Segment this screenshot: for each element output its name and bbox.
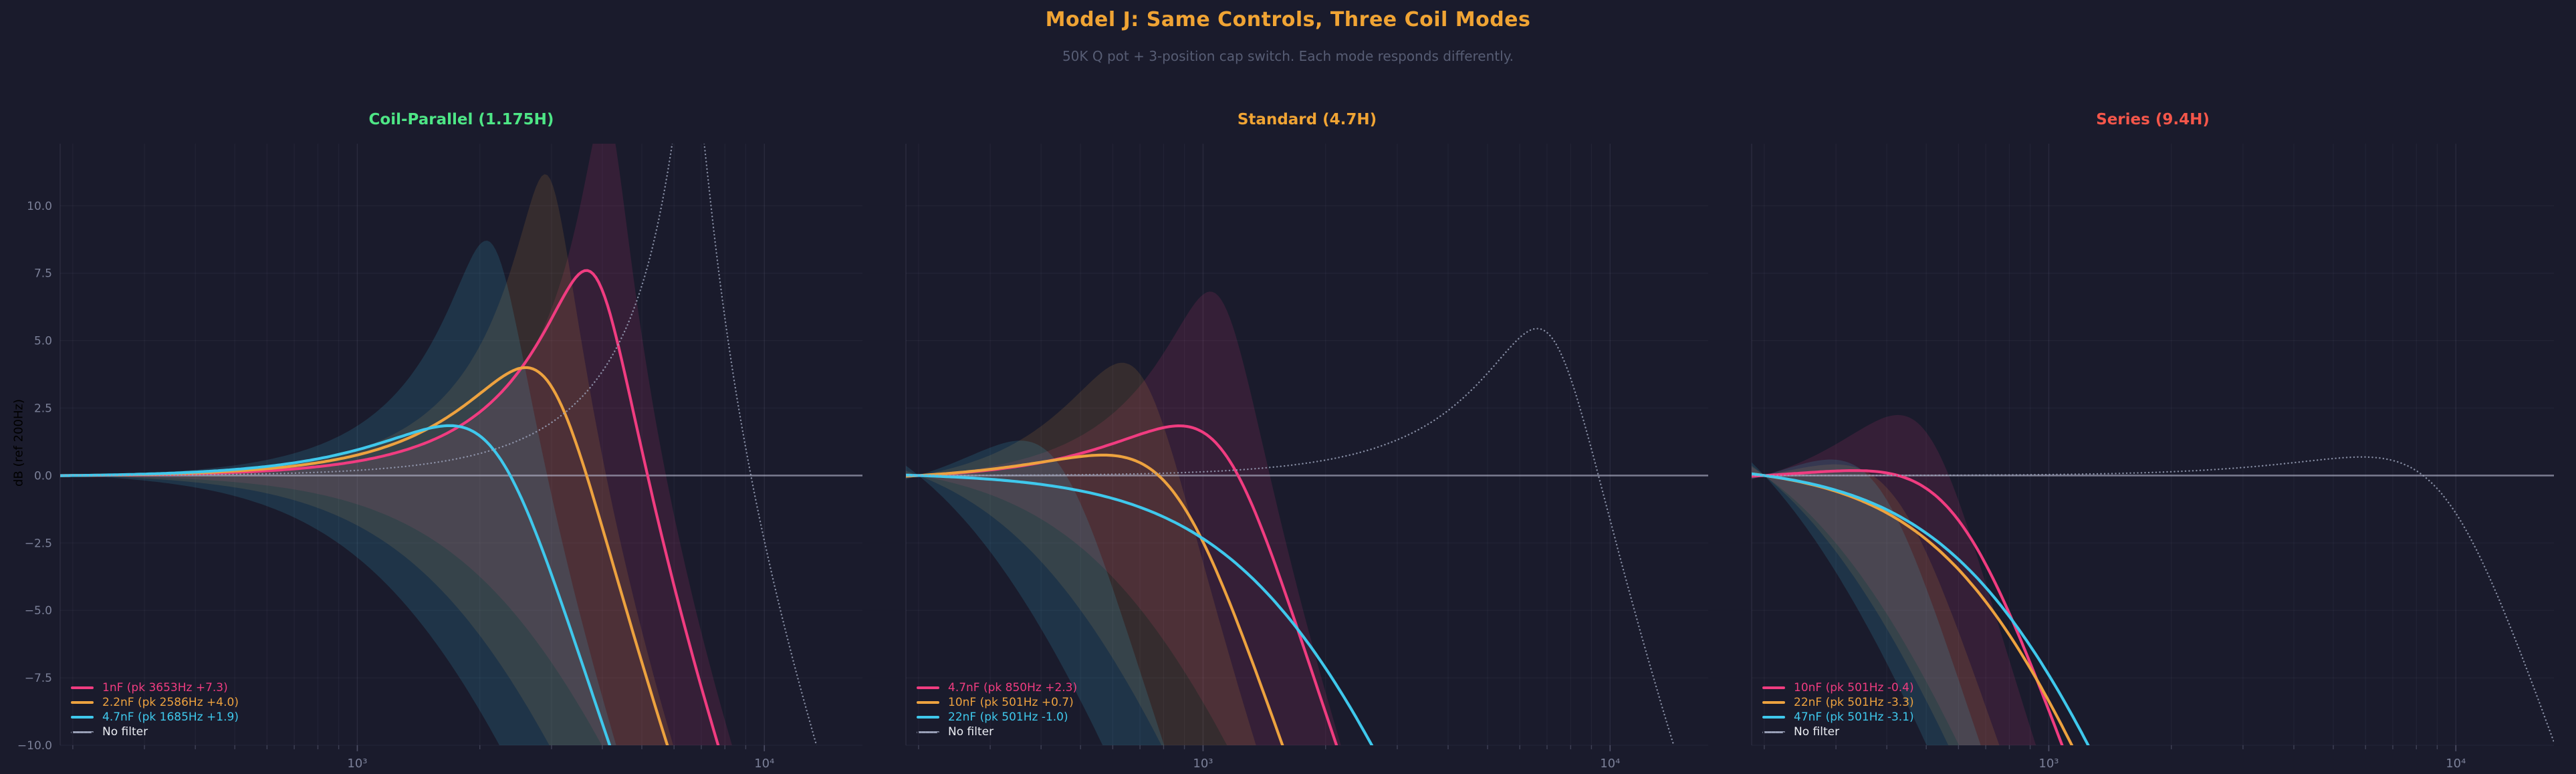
legend-label: 47nF (pk 501Hz -3.1)	[1794, 711, 1914, 724]
legend-item: 2.2nF (pk 2586Hz +4.0)	[71, 695, 239, 710]
y-tick-label: 5.0	[34, 335, 52, 348]
legend-label: 2.2nF (pk 2586Hz +4.0)	[102, 696, 239, 709]
legend-line-swatch	[71, 686, 94, 689]
legend-item: 22nF (pk 501Hz -3.3)	[1762, 695, 1914, 710]
y-tick-label: 7.5	[34, 267, 52, 281]
series-line	[906, 453, 1284, 745]
legend-line-swatch	[917, 716, 939, 719]
series-band	[60, 241, 616, 745]
legend-label: 10nF (pk 501Hz -0.4)	[1794, 681, 1914, 694]
legend-label: No filter	[1794, 725, 1840, 739]
x-tick-label: 10⁴	[2446, 757, 2466, 771]
panel-1: 10³ 10⁴	[905, 144, 1708, 771]
legend-line-swatch	[1762, 686, 1785, 689]
legend-item: 10nF (pk 501Hz -0.4)	[1762, 680, 1914, 695]
series-band	[1752, 459, 1981, 745]
series-band	[1752, 464, 2000, 745]
legend-line-swatch	[71, 716, 94, 719]
series-line	[1752, 472, 2074, 745]
legend-item: 4.7nF (pk 1685Hz +1.9)	[71, 710, 239, 725]
series-band	[906, 362, 1256, 745]
x-tick-label: 10³	[2038, 757, 2059, 771]
figure-title: Model J: Same Controls, Three Coil Modes	[1045, 8, 1531, 31]
legend-item: 10nF (pk 501Hz +0.7)	[917, 695, 1077, 710]
legend-line-swatch	[1762, 701, 1785, 704]
y-tick-label: −10.0	[17, 739, 52, 753]
legend-panel-1: 4.7nF (pk 850Hz +2.3) 10nF (pk 501Hz +0.7…	[917, 680, 1077, 739]
legend-label: 4.7nF (pk 1685Hz +1.9)	[102, 711, 239, 724]
series-line	[60, 424, 612, 745]
legend-item: 47nF (pk 501Hz -3.1)	[1762, 710, 1914, 725]
series-line	[1752, 469, 2064, 745]
legend-label: 1nF (pk 3653Hz +7.3)	[102, 681, 228, 694]
x-tick-label: 10³	[347, 757, 367, 771]
legend-label: 10nF (pk 501Hz +0.7)	[948, 696, 1074, 709]
legend-label: No filter	[102, 725, 148, 739]
legend-panel-0: 1nF (pk 3653Hz +7.3) 2.2nF (pk 2586Hz +4.…	[71, 680, 239, 739]
y-tick-label: 10.0	[27, 200, 52, 213]
x-tick-label: 10³	[1193, 757, 1213, 771]
legend-dotted-swatch	[71, 731, 94, 733]
legend-panel-2: 10nF (pk 501Hz -0.4) 22nF (pk 501Hz -3.3)…	[1762, 680, 1914, 739]
series-band	[906, 440, 1165, 745]
legend-line-swatch	[917, 686, 939, 689]
panel-title-coil-parallel: Coil-Parallel (1.175H)	[368, 111, 554, 128]
legend-item: 22nF (pk 501Hz -1.0)	[917, 710, 1077, 725]
legend-line-swatch	[71, 701, 94, 704]
panel-0: 10³ 10⁴	[60, 144, 862, 771]
legend-label: 4.7nF (pk 850Hz +2.3)	[948, 681, 1078, 694]
panel-2: 10³ 10⁴	[1751, 144, 2554, 771]
y-tick-label: 2.5	[34, 402, 52, 416]
y-tick-label: −7.5	[25, 672, 52, 685]
series-band	[906, 291, 1341, 745]
panel-title-standard: Standard (4.7H)	[1237, 111, 1377, 128]
figure-subtitle: 50K Q pot + 3-position cap switch. Each …	[1062, 48, 1514, 64]
y-tick-label: −2.5	[25, 537, 52, 550]
legend-line-swatch	[917, 701, 939, 704]
legend-label: No filter	[948, 725, 994, 739]
y-tick-label: 0.0	[34, 469, 52, 483]
legend-item: 4.7nF (pk 850Hz +2.3)	[917, 680, 1077, 695]
legend-label: 22nF (pk 501Hz -1.0)	[948, 711, 1068, 724]
no-filter-line	[906, 328, 1675, 745]
legend-label: 22nF (pk 501Hz -3.3)	[1794, 696, 1914, 709]
legend-dotted-swatch	[917, 731, 939, 733]
series-band	[1752, 414, 2036, 745]
series-line	[1752, 472, 2090, 745]
legend-dotted-swatch	[1762, 731, 1785, 733]
x-tick-label: 10⁴	[1600, 757, 1620, 771]
y-tick-label: −5.0	[25, 604, 52, 618]
legend-item-no-filter: No filter	[1762, 725, 1914, 739]
legend-item: 1nF (pk 3653Hz +7.3)	[71, 680, 239, 695]
legend-item-no-filter: No filter	[917, 725, 1077, 739]
x-tick-label: 10⁴	[754, 757, 774, 771]
panel-title-series: Series (9.4H)	[2096, 111, 2210, 128]
no-filter-line	[1752, 456, 2554, 743]
series-line	[906, 473, 1374, 745]
legend-item-no-filter: No filter	[71, 725, 239, 739]
legend-line-swatch	[1762, 716, 1785, 719]
